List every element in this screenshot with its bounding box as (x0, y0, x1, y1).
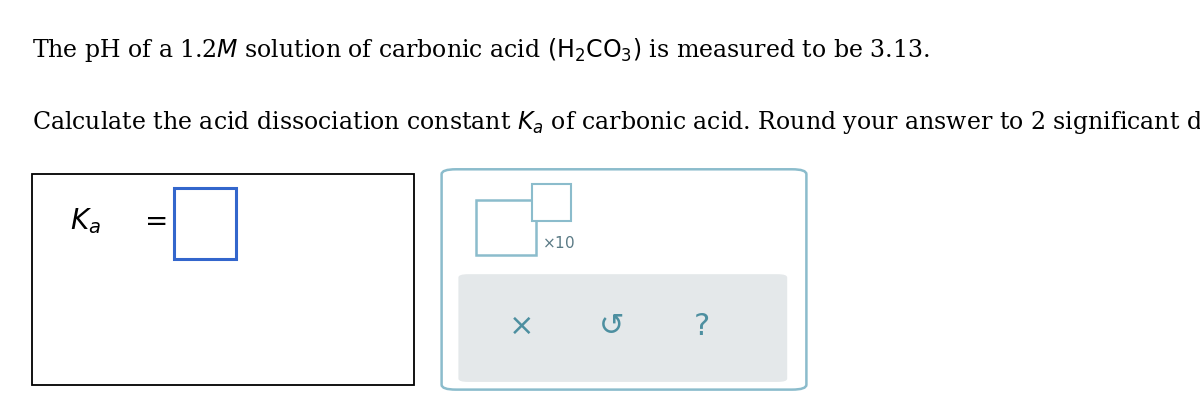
FancyBboxPatch shape (442, 169, 806, 390)
FancyBboxPatch shape (458, 274, 787, 382)
Text: $=$: $=$ (139, 207, 167, 234)
Text: ?: ? (694, 311, 710, 341)
Text: ×: × (509, 311, 535, 341)
Text: $K_a$: $K_a$ (70, 206, 101, 236)
Text: $\times$10: $\times$10 (542, 235, 576, 251)
FancyBboxPatch shape (532, 184, 571, 221)
FancyBboxPatch shape (174, 188, 236, 259)
FancyBboxPatch shape (32, 174, 414, 385)
Text: Calculate the acid dissociation constant $K_a$ of carbonic acid. Round your answ: Calculate the acid dissociation constant… (32, 109, 1200, 136)
Text: The pH of a 1.2$M$ solution of carbonic acid $\left(\mathrm{H_2CO_3}\right)$ is : The pH of a 1.2$M$ solution of carbonic … (32, 36, 930, 64)
FancyBboxPatch shape (476, 200, 536, 255)
Text: ↺: ↺ (599, 311, 625, 341)
